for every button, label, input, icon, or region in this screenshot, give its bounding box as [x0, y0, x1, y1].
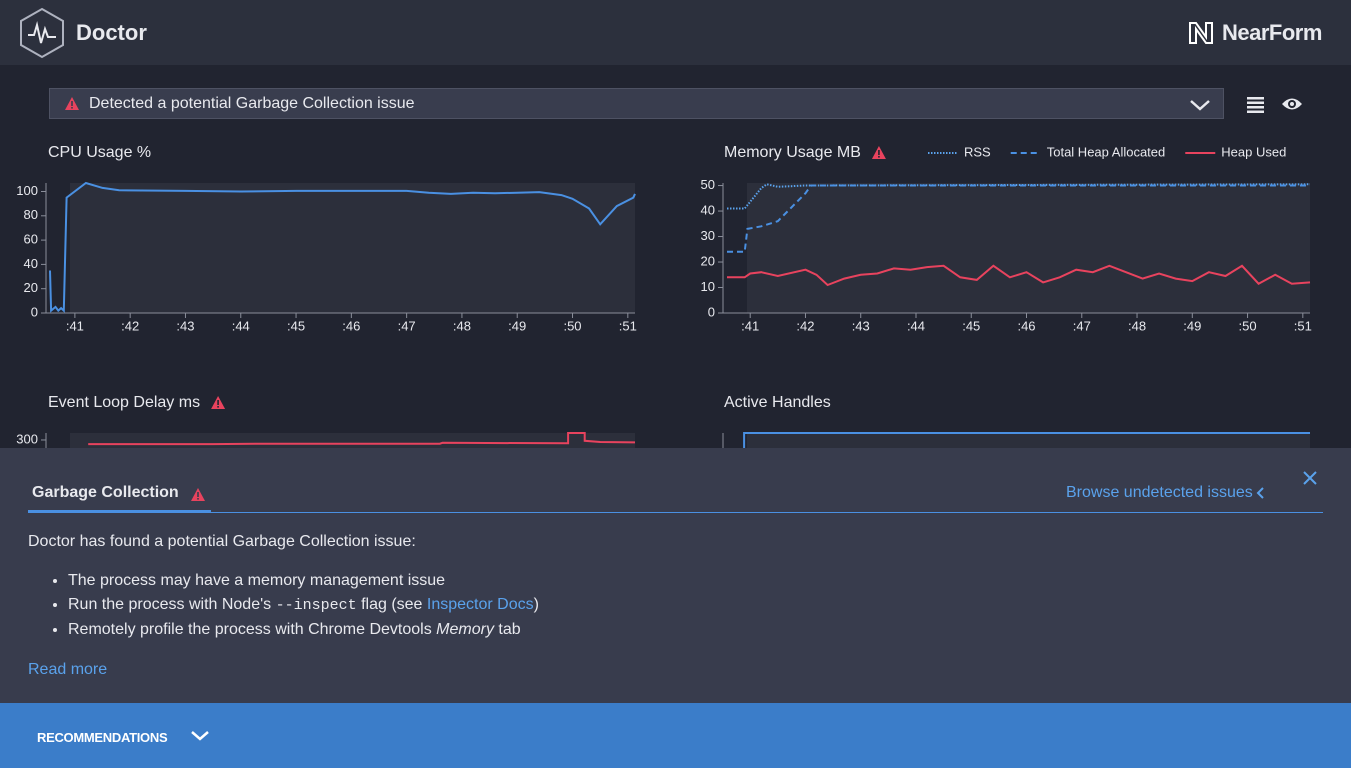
x-tick-label: :51	[1294, 318, 1312, 333]
data-line	[727, 264, 1311, 287]
x-tick-label: :49	[508, 318, 526, 333]
bullet-text: )	[533, 596, 539, 613]
x-tick-label: :51	[619, 318, 637, 333]
bullet: Remotely profile the process with Chrome…	[68, 618, 539, 642]
x-tick-label: :48	[1128, 318, 1146, 333]
x-tick-label: :45	[287, 318, 305, 333]
y-tick-label: 60	[24, 232, 38, 247]
alert-text: Detected a potential Garbage Collection …	[89, 95, 415, 112]
logo	[20, 7, 64, 59]
chart-title: Active Handles	[724, 394, 831, 411]
y-tick-label: 0	[31, 304, 38, 319]
header: Doctor NearForm	[0, 0, 1351, 65]
bullet: Run the process with Node's --inspect fl…	[68, 593, 539, 618]
chevron-down	[191, 731, 209, 741]
bullet-text: flag (see	[356, 596, 427, 613]
brand-logo	[1189, 22, 1213, 44]
issue-panel: Garbage Collection Browse undetected iss…	[0, 448, 1351, 703]
eye-button[interactable]	[1281, 95, 1303, 113]
close-button[interactable]	[1302, 470, 1318, 486]
chevron-left	[1256, 487, 1264, 499]
plot-background	[70, 183, 635, 313]
issue-intro: Doctor has found a potential Garbage Col…	[28, 533, 416, 550]
warning-icon	[191, 488, 205, 501]
bullet-text: tab	[493, 621, 521, 638]
legend-label: Total Heap Allocated	[1047, 144, 1166, 159]
chart-title: Memory Usage MB	[724, 144, 861, 161]
y-tick-label: 20	[701, 253, 715, 268]
x-tick-label: :47	[398, 318, 416, 333]
x-tick-label: :43	[852, 318, 870, 333]
x-tick-label: :46	[1017, 318, 1035, 333]
chevron-down	[1190, 100, 1210, 111]
warning-mark	[878, 150, 880, 155]
read-more[interactable]: Read more	[28, 661, 108, 678]
docs-link[interactable]: Inspector Docs	[426, 596, 534, 613]
legend-label: Heap Used	[1221, 144, 1286, 159]
browse-link[interactable]: Browse undetected issues	[1066, 484, 1253, 501]
x-tick-label: :43	[176, 318, 194, 333]
x-tick-label: :42	[121, 318, 139, 333]
list-view-button[interactable]	[1247, 96, 1265, 113]
x-tick-label: :42	[796, 318, 814, 333]
recommendations-label: RECOMMENDATIONS	[37, 730, 168, 745]
y-tick-label: 300	[16, 431, 38, 446]
x-tick-label: :48	[453, 318, 471, 333]
plot-background	[747, 183, 1310, 313]
bullet-text: Remotely profile the process with Chrome…	[68, 621, 437, 638]
y-tick-label: 40	[701, 202, 715, 217]
data-line	[88, 432, 636, 446]
chart-title: CPU Usage %	[48, 144, 151, 161]
brand[interactable]: NearForm	[1222, 20, 1322, 45]
app-title: Doctor	[76, 20, 147, 45]
warning-dot	[217, 406, 219, 408]
x-tick-label: :44	[907, 318, 925, 333]
tab-rule	[28, 512, 1323, 513]
code: --inspect	[275, 597, 357, 614]
emphasis: Memory	[436, 621, 494, 638]
y-tick-label: 0	[708, 304, 715, 319]
warning-mark	[217, 400, 219, 405]
warning-dot	[878, 156, 880, 158]
y-tick-label: 40	[24, 256, 38, 271]
bullet-text: The process may have a memory management…	[68, 572, 446, 589]
y-tick-label: 80	[24, 207, 38, 222]
data-line	[727, 184, 1310, 253]
x-tick-label: :46	[342, 318, 360, 333]
y-tick-label: 50	[701, 177, 715, 192]
legend-label: RSS	[964, 144, 991, 159]
recommendation-list: The process may have a memory management…	[28, 569, 539, 642]
alert-dropdown[interactable]: Detected a potential Garbage Collection …	[49, 88, 1224, 119]
x-tick-label: :50	[563, 318, 581, 333]
x-tick-label: :44	[232, 318, 250, 333]
recommendations-bar[interactable]: RECOMMENDATIONS	[0, 703, 1351, 768]
tab-underline	[28, 510, 211, 513]
y-tick-label: 10	[701, 279, 715, 294]
x-tick-label: :47	[1073, 318, 1091, 333]
data-line	[49, 181, 636, 313]
x-tick-label: :41	[66, 318, 84, 333]
x-tick-label: :41	[741, 318, 759, 333]
y-tick-label: 30	[701, 228, 715, 243]
bullet-text: Run the process with Node's	[68, 596, 276, 613]
issue-tab[interactable]: Garbage Collection	[32, 484, 179, 501]
chart-title: Event Loop Delay ms	[48, 394, 200, 411]
y-tick-label: 100	[16, 183, 38, 198]
x-tick-label: :50	[1239, 318, 1257, 333]
x-tick-label: :45	[962, 318, 980, 333]
warning-icon	[65, 97, 79, 110]
bullet: The process may have a memory management…	[68, 569, 539, 593]
y-tick-label: 20	[24, 280, 38, 295]
x-tick-label: :49	[1183, 318, 1201, 333]
